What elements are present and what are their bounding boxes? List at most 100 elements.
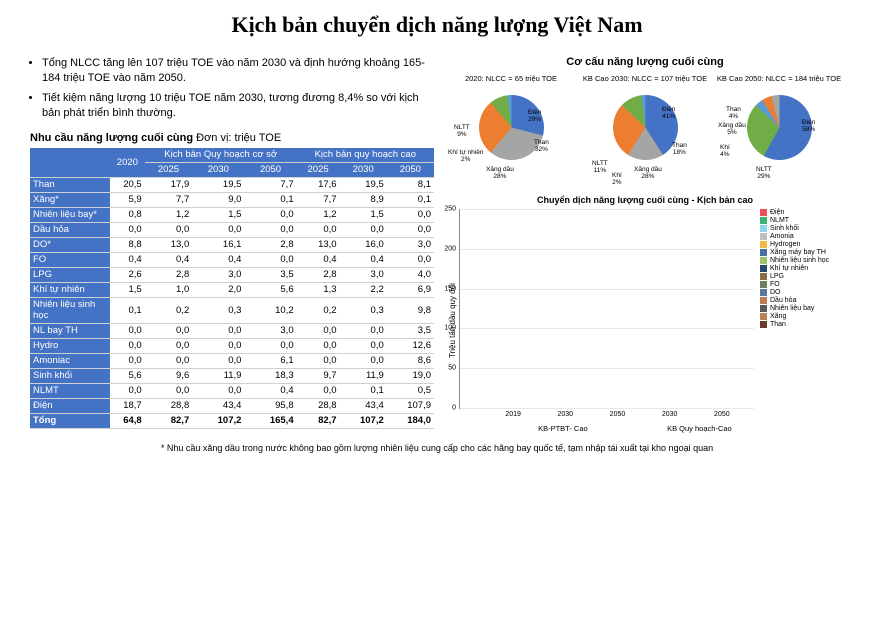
ytick: 150: [444, 285, 456, 292]
cell: 6,9: [387, 282, 434, 297]
bullet-list: Tổng NLCC tăng lên 107 triệu TOE vào năm…: [30, 56, 434, 122]
cell: 0,4: [297, 252, 340, 267]
legend-label: Nhiên liệu sinh học: [770, 257, 829, 264]
bullet-item: Tổng NLCC tăng lên 107 triệu TOE vào năm…: [42, 56, 434, 87]
cell: 8,6: [387, 353, 434, 368]
cell: 19,0: [387, 368, 434, 383]
legend-label: NLMT: [770, 217, 789, 224]
legend-swatch: [760, 305, 767, 312]
pie-row: 2020: NLCC = 65 triệu TOEĐiện 29%Than 32…: [446, 74, 844, 185]
table-row: Dầu hỏa0,00,00,00,00,00,00,0: [30, 222, 434, 237]
row-label: Than: [30, 177, 110, 192]
table-row: Nhiên liệu sinh học0,10,20,310,20,20,39,…: [30, 297, 434, 323]
row-label: NLMT: [30, 383, 110, 398]
legend-item: Khí tự nhiên: [760, 265, 844, 272]
legend-item: Dầu hỏa: [760, 297, 844, 304]
pie-disc: [613, 95, 678, 160]
cell: 0,0: [192, 353, 244, 368]
legend-swatch: [760, 257, 767, 264]
cell: 0,0: [340, 338, 387, 353]
cell: 2,0: [192, 282, 244, 297]
cell: 1,5: [340, 207, 387, 222]
cell: 0,4: [145, 252, 193, 267]
pie-section-title: Cơ cấu năng lượng cuối cùng: [446, 56, 844, 68]
row-label: Điện: [30, 398, 110, 413]
legend-item: Sinh khối: [760, 225, 844, 232]
legend-swatch: [760, 281, 767, 288]
legend-swatch: [760, 289, 767, 296]
cell: 2,8: [145, 267, 193, 282]
pie-label: Xăng dầu 28%: [486, 167, 514, 180]
bullet-item: Tiết kiệm năng lượng 10 triệu TOE năm 20…: [42, 91, 434, 122]
pie-caption: 2020: NLCC = 65 triệu TOE: [446, 74, 576, 83]
legend-item: Nhiên liệu bay: [760, 305, 844, 312]
cell: 0,0: [244, 207, 296, 222]
cell: 1,0: [145, 282, 193, 297]
cell: 0,2: [297, 297, 340, 323]
legend-swatch: [760, 313, 767, 320]
table-row: Khí tự nhiên1,51,02,05,61,32,26,9: [30, 282, 434, 297]
legend-label: Hydrogen: [770, 241, 800, 248]
cell: 9,8: [387, 297, 434, 323]
pie-label: NLTT 11%: [592, 161, 608, 174]
cell: 0,0: [192, 338, 244, 353]
cell: 3,5: [244, 267, 296, 282]
cell: 13,0: [145, 237, 193, 252]
cell: 0,1: [244, 192, 296, 207]
pie-label: NLTT 29%: [756, 167, 772, 180]
cell: 0,0: [297, 353, 340, 368]
legend-item: NLMT: [760, 217, 844, 224]
cell: 0,0: [387, 252, 434, 267]
table-row: Điện18,728,843,495,828,843,4107,9: [30, 398, 434, 413]
cell: 0,0: [145, 338, 193, 353]
legend-label: Khí tự nhiên: [770, 265, 808, 272]
cell: 2,2: [340, 282, 387, 297]
th-year: 2025: [145, 162, 193, 177]
legend-label: Điện: [770, 209, 784, 216]
cell: 95,8: [244, 398, 296, 413]
cell: 9,7: [297, 368, 340, 383]
cell: 3,0: [387, 237, 434, 252]
legend-item: Than: [760, 321, 844, 328]
cell: 17,6: [297, 177, 340, 192]
cell: 5,6: [244, 282, 296, 297]
cell: 0,0: [192, 222, 244, 237]
cell: 0,0: [145, 222, 193, 237]
cell: 0,3: [192, 297, 244, 323]
row-label: Nhiên liệu sinh học: [30, 297, 110, 323]
cell: 1,2: [297, 207, 340, 222]
legend-label: Sinh khối: [770, 225, 799, 232]
row-label: DO*: [30, 237, 110, 252]
cell: 0,0: [297, 222, 340, 237]
row-label: LPG: [30, 267, 110, 282]
cell: 9,0: [192, 192, 244, 207]
pie-label: Khí 4%: [720, 145, 730, 158]
legend-label: Than: [770, 321, 786, 328]
bar-legend: ĐiệnNLMTSinh khốiAmoniaHydrogenXăng máy …: [754, 209, 844, 433]
cell: 0,0: [244, 252, 296, 267]
group-label: KB Quy hoạch-Cao: [645, 424, 754, 433]
cell: 0,1: [387, 192, 434, 207]
legend-item: Xăng: [760, 313, 844, 320]
pie-label: Xăng dầu 5%: [718, 123, 746, 136]
legend-swatch: [760, 233, 767, 240]
cell: 0,0: [192, 323, 244, 338]
cell: 18,3: [244, 368, 296, 383]
cell: 1,3: [297, 282, 340, 297]
row-label: Amoniac: [30, 353, 110, 368]
pie-label: Than 18%: [672, 143, 687, 156]
pie-label: Điện 29%: [528, 110, 541, 123]
table-row: NLMT0,00,00,00,40,00,10,5: [30, 383, 434, 398]
cell: 0,3: [340, 297, 387, 323]
legend-item: Amonia: [760, 233, 844, 240]
legend-swatch: [760, 217, 767, 224]
cell: 0,0: [110, 353, 145, 368]
cell: 43,4: [340, 398, 387, 413]
cell: 16,0: [340, 237, 387, 252]
cell: 3,0: [192, 267, 244, 282]
cell: 1,5: [192, 207, 244, 222]
cell: 2,6: [110, 267, 145, 282]
pie-label: Khí tự nhiên 2%: [448, 150, 483, 163]
pie-label: Điện 41%: [662, 107, 675, 120]
cell: 9,6: [145, 368, 193, 383]
